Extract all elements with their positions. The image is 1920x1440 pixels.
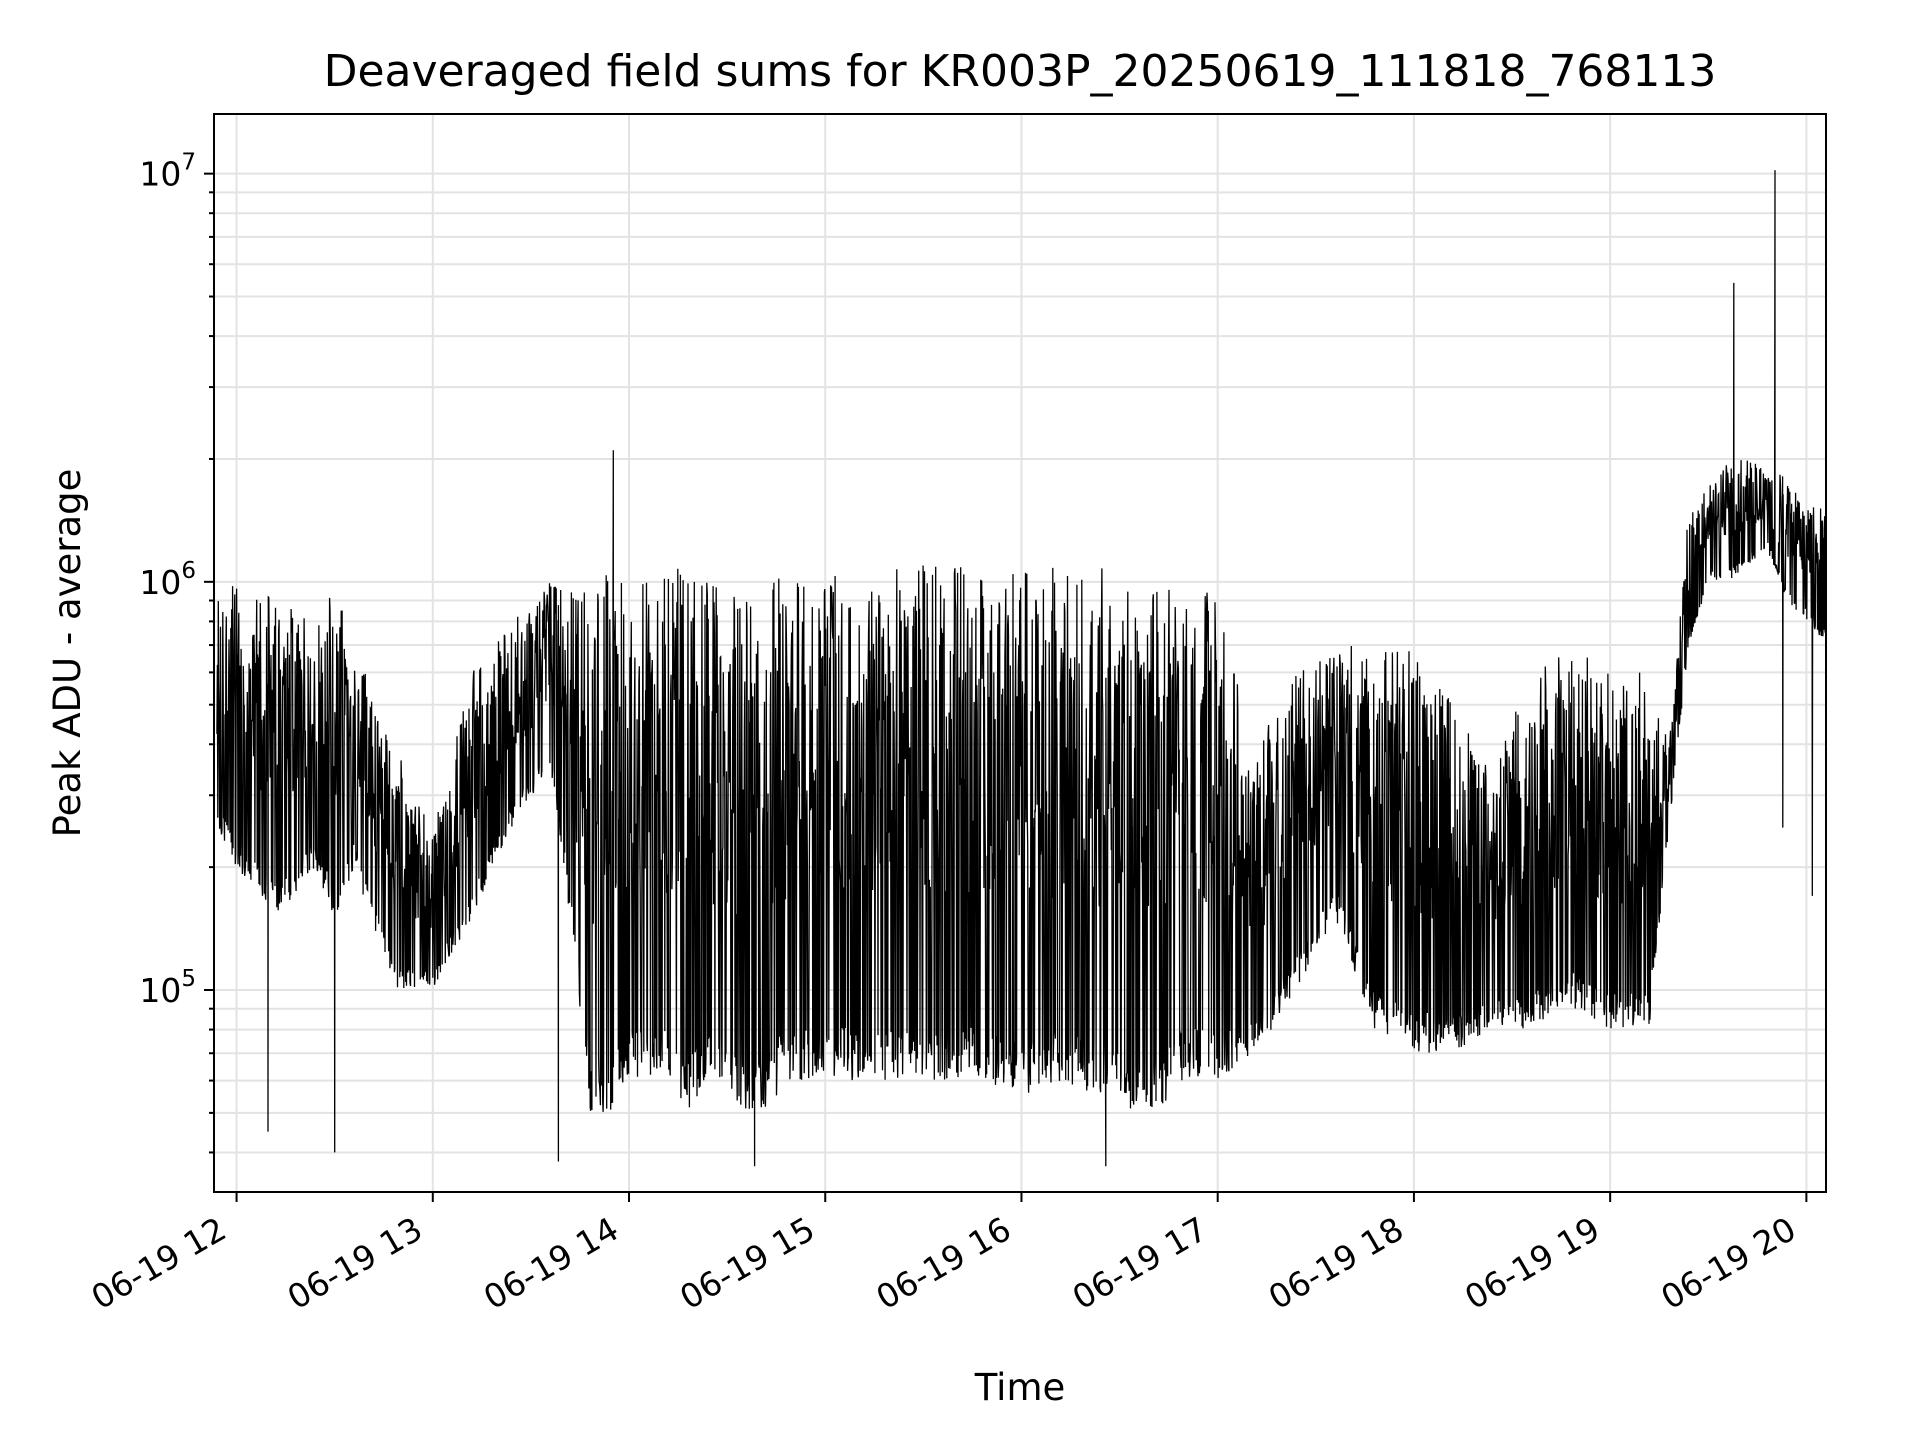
plot-frame — [213, 113, 1827, 1193]
y-tick-label: 106 — [139, 558, 196, 602]
y-axis-label: Peak ADU - average — [46, 469, 89, 838]
y-tick-label: 107 — [139, 150, 196, 194]
series-line — [216, 170, 1827, 1167]
plot-area — [213, 113, 1827, 1193]
series-0-line — [216, 170, 1827, 1167]
y-tick-label: 105 — [139, 966, 196, 1010]
y-axis: 105 106 107 — [139, 150, 214, 1154]
x-axis-label: Time — [974, 1366, 1066, 1409]
chart-title: Deaveraged field sums for KR003P_2025061… — [324, 46, 1717, 97]
